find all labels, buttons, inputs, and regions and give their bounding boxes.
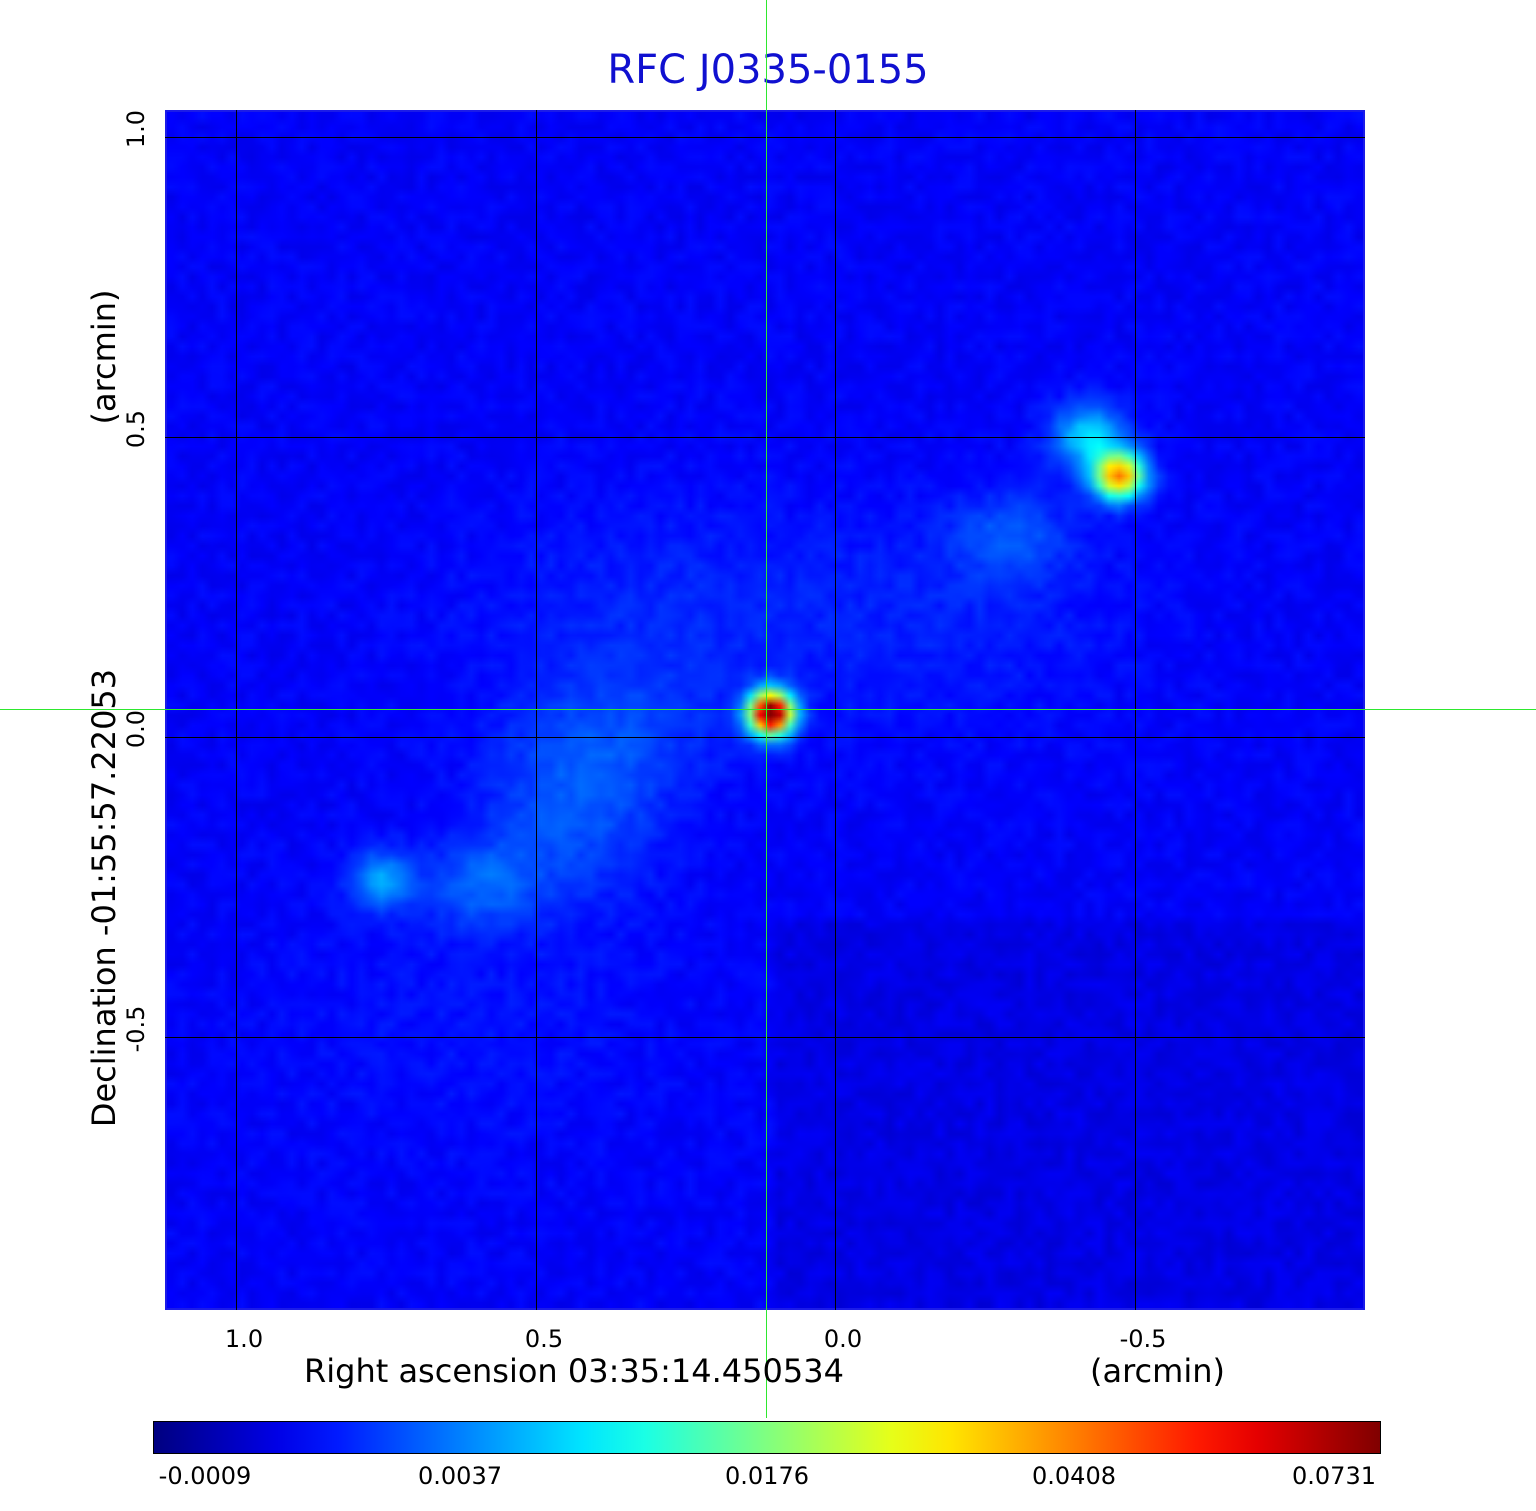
grid-line-dec-1.0 [165, 137, 1365, 138]
y-axis-unit: (arcmin) [85, 289, 123, 425]
image-title: RFC J0335-0155 [607, 47, 929, 93]
colorbar [153, 1421, 1381, 1454]
grid-line-ra--0.5 [1135, 110, 1136, 1310]
crosshair-horizontal [0, 709, 1536, 710]
x-axis-unit: (arcmin) [1090, 1352, 1225, 1390]
grid-line-ra-1.0 [236, 110, 237, 1310]
grid-line-dec--0.5 [165, 1037, 1365, 1038]
sky-image[interactable] [165, 110, 1365, 1310]
colorbar-tick-label: 0.0037 [418, 1462, 502, 1490]
intensity-map [167, 112, 1363, 1308]
colorbar-tick-label: 0.0731 [1292, 1462, 1376, 1490]
x-tick-label: -0.5 [1119, 1325, 1167, 1353]
colorbar-tick-label: -0.0009 [158, 1462, 252, 1490]
grid-line-ra-0.0 [835, 110, 836, 1310]
y-tick-label: -0.5 [122, 1005, 150, 1053]
grid-line-dec-0.0 [165, 737, 1365, 738]
y-tick-label: 0.0 [122, 709, 150, 749]
x-axis-label: Right ascension 03:35:14.450534 [304, 1352, 844, 1390]
colorbar-tick-label: 0.0408 [1032, 1462, 1116, 1490]
x-tick-label: 1.0 [224, 1325, 264, 1353]
y-tick-label: 0.5 [122, 409, 150, 449]
y-tick-label: 1.0 [122, 109, 150, 149]
x-tick-label: 0.0 [823, 1325, 863, 1353]
colorbar-tick-label: 0.0176 [725, 1462, 809, 1490]
grid-line-dec-0.5 [165, 437, 1365, 438]
x-tick-label: 0.5 [524, 1325, 564, 1353]
y-axis-label: Declination -01:55:57.22053 [85, 668, 123, 1128]
grid-line-ra-0.5 [536, 110, 537, 1310]
